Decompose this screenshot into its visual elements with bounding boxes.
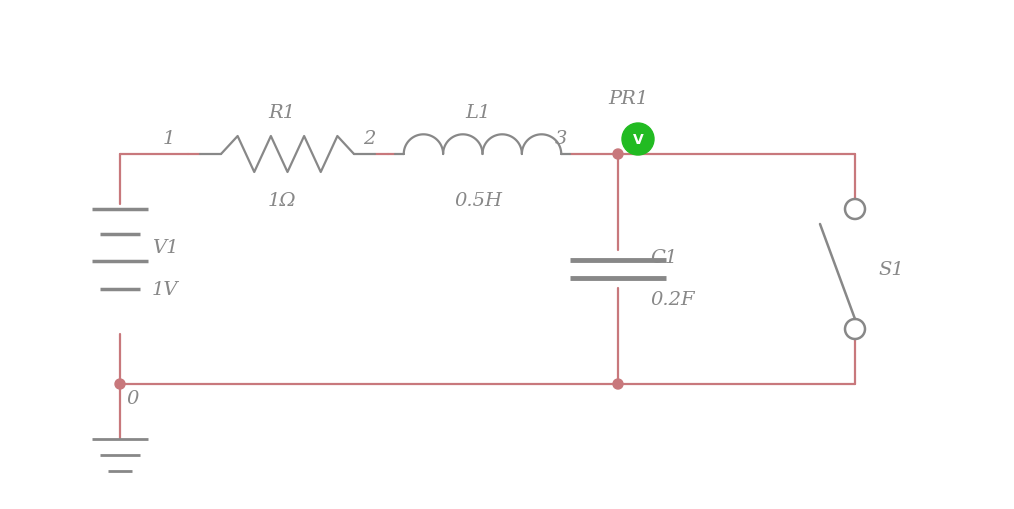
- Circle shape: [613, 150, 623, 160]
- Text: L1: L1: [465, 104, 491, 122]
- Text: PR1: PR1: [608, 90, 648, 108]
- Text: V1: V1: [152, 239, 178, 257]
- Text: 1Ω: 1Ω: [268, 191, 296, 210]
- Text: 0.5H: 0.5H: [454, 191, 502, 210]
- Text: 1V: 1V: [152, 280, 178, 298]
- Text: 3: 3: [555, 130, 567, 148]
- Circle shape: [622, 124, 654, 156]
- Text: 0: 0: [126, 389, 138, 407]
- Text: S1: S1: [878, 261, 903, 278]
- Text: V: V: [633, 133, 643, 147]
- Text: R1: R1: [269, 104, 295, 122]
- Circle shape: [115, 379, 125, 389]
- Text: C1: C1: [650, 248, 677, 267]
- Text: 0.2F: 0.2F: [650, 291, 695, 308]
- Text: 2: 2: [363, 130, 375, 148]
- Circle shape: [613, 379, 623, 389]
- Text: 1: 1: [162, 130, 175, 148]
